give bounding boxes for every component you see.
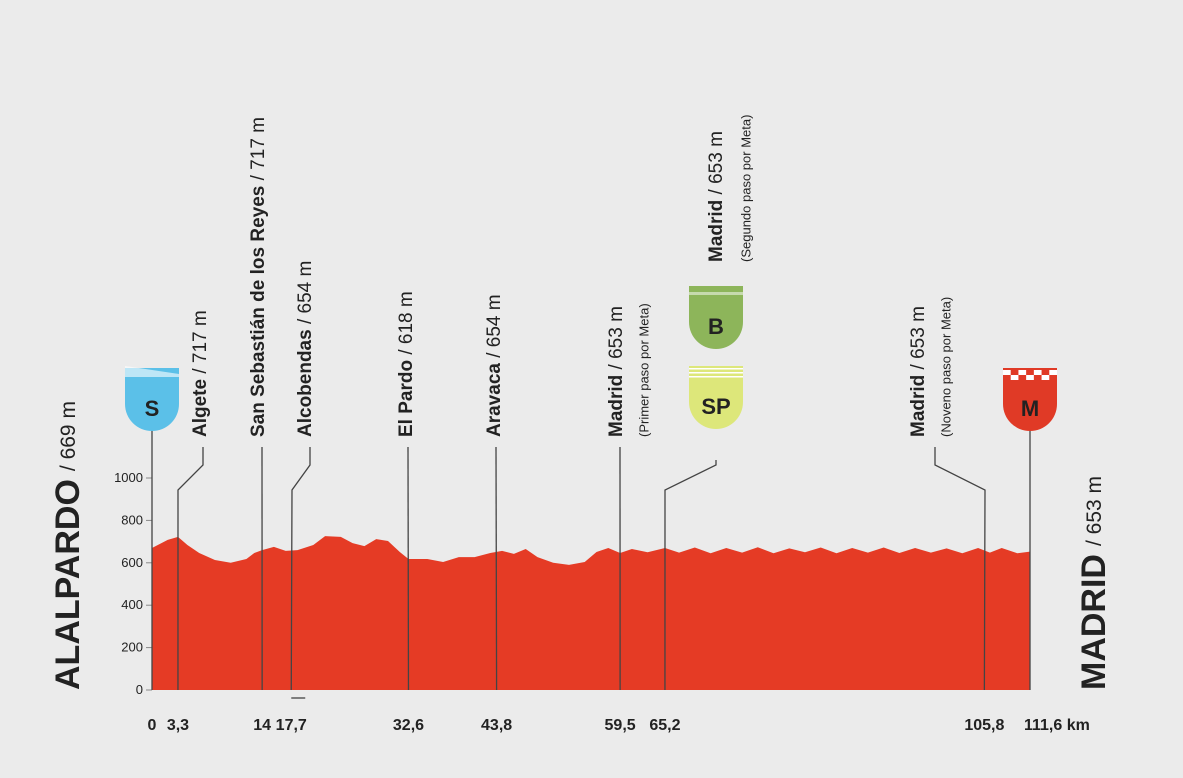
- y-tick-label: 0: [136, 682, 143, 697]
- leader-line: [934, 447, 986, 691]
- x-tick-label: 0: [148, 717, 157, 734]
- icon-check: [1018, 370, 1027, 375]
- waypoint-name: El Pardo: [396, 360, 417, 437]
- icon-stripe: [689, 372, 743, 374]
- start-label: ALALPARDO / 669 m: [49, 401, 87, 690]
- y-tick-label: 800: [121, 512, 143, 527]
- leader-line: [290, 447, 311, 691]
- y-tick-label: 400: [121, 597, 143, 612]
- waypoint-name: San Sebastián de los Reyes: [248, 186, 269, 437]
- icon-cap: [125, 366, 179, 377]
- icon-label: SP: [701, 394, 730, 419]
- waypoint-note: (Noveno paso por Meta): [939, 297, 954, 437]
- start-name: ALALPARDO: [49, 479, 87, 690]
- icon-shield: [689, 286, 743, 349]
- waypoint-label: San Sebastián de los Reyes / 717 m: [248, 117, 269, 437]
- waypoint-label: Alcobendas / 654 m: [295, 261, 316, 437]
- waypoint-alt: / 653 m: [908, 306, 929, 375]
- leader-line: [495, 446, 498, 691]
- x-tick-label: 105,8: [964, 717, 1004, 734]
- x-tick-label: 14: [253, 717, 271, 734]
- waypoint-note: (Segundo paso por Meta): [739, 115, 754, 262]
- icon-label: S: [145, 396, 160, 421]
- finish-label: MADRID / 653 m: [1075, 476, 1113, 690]
- waypoint-alt: / 654 m: [484, 294, 505, 363]
- waypoint-alt: / 653 m: [606, 306, 627, 375]
- leader-line: [177, 447, 204, 691]
- icon-check: [1010, 375, 1019, 380]
- icon-check: [1041, 375, 1050, 380]
- y-tick-label: 200: [121, 640, 143, 655]
- icon-stripe: [689, 376, 743, 378]
- waypoint-name: Madrid: [908, 375, 929, 437]
- waypoint-alt: / 653 m: [706, 131, 727, 200]
- waypoint-label: Aravaca / 654 m: [484, 294, 505, 437]
- icon-check: [1033, 370, 1042, 375]
- icon-label: M: [1021, 396, 1039, 421]
- y-tick-label: 1000: [114, 470, 143, 485]
- waypoint-note: (Primer paso por Meta): [637, 303, 652, 437]
- waypoint-name: Alcobendas: [295, 329, 316, 437]
- icon-shield: [1003, 368, 1057, 431]
- x-tick-label: 111,6 km: [1024, 717, 1090, 734]
- waypoint-label: El Pardo / 618 m: [396, 291, 417, 437]
- x-tick-label: 17,7: [276, 717, 307, 734]
- icon-stripe: [689, 368, 743, 370]
- waypoint-alt: / 717 m: [190, 310, 211, 379]
- x-tick-label: 3,3: [167, 717, 189, 734]
- waypoint-name: Algete: [190, 379, 211, 437]
- icon-shield: [689, 366, 743, 429]
- waypoint-name: Aravaca: [484, 363, 505, 437]
- waypoint-label: Madrid / 653 m: [706, 131, 727, 262]
- waypoint-alt: / 654 m: [295, 261, 316, 330]
- leader-line: [664, 460, 717, 691]
- icon-check: [1049, 370, 1057, 375]
- y-tick-label: 600: [121, 555, 143, 570]
- waypoint-alt: / 618 m: [396, 291, 417, 360]
- finish-alt: / 653 m: [1083, 476, 1106, 546]
- waypoint-name: Madrid: [606, 375, 627, 437]
- finish-name: MADRID: [1075, 554, 1113, 690]
- x-tick-label: 59,5: [605, 717, 636, 734]
- x-tick-label: 43,8: [481, 717, 512, 734]
- waypoint-name: Madrid: [706, 200, 727, 262]
- waypoint-label: Madrid / 653 m: [606, 306, 627, 437]
- icon-label: B: [708, 314, 724, 339]
- waypoint-label: Algete / 717 m: [190, 310, 211, 437]
- waypoint-label: Madrid / 653 m: [908, 306, 929, 437]
- elevation-area: [152, 536, 1030, 690]
- icon-shield: [125, 368, 179, 431]
- icon-check: [1026, 375, 1034, 380]
- x-tick-label: 32,6: [393, 717, 424, 734]
- icon-check: [1003, 370, 1011, 375]
- icon-cap: [689, 292, 743, 295]
- start-alt: / 669 m: [57, 401, 80, 471]
- x-tick-label: 65,2: [649, 717, 680, 734]
- waypoint-alt: / 717 m: [248, 117, 269, 186]
